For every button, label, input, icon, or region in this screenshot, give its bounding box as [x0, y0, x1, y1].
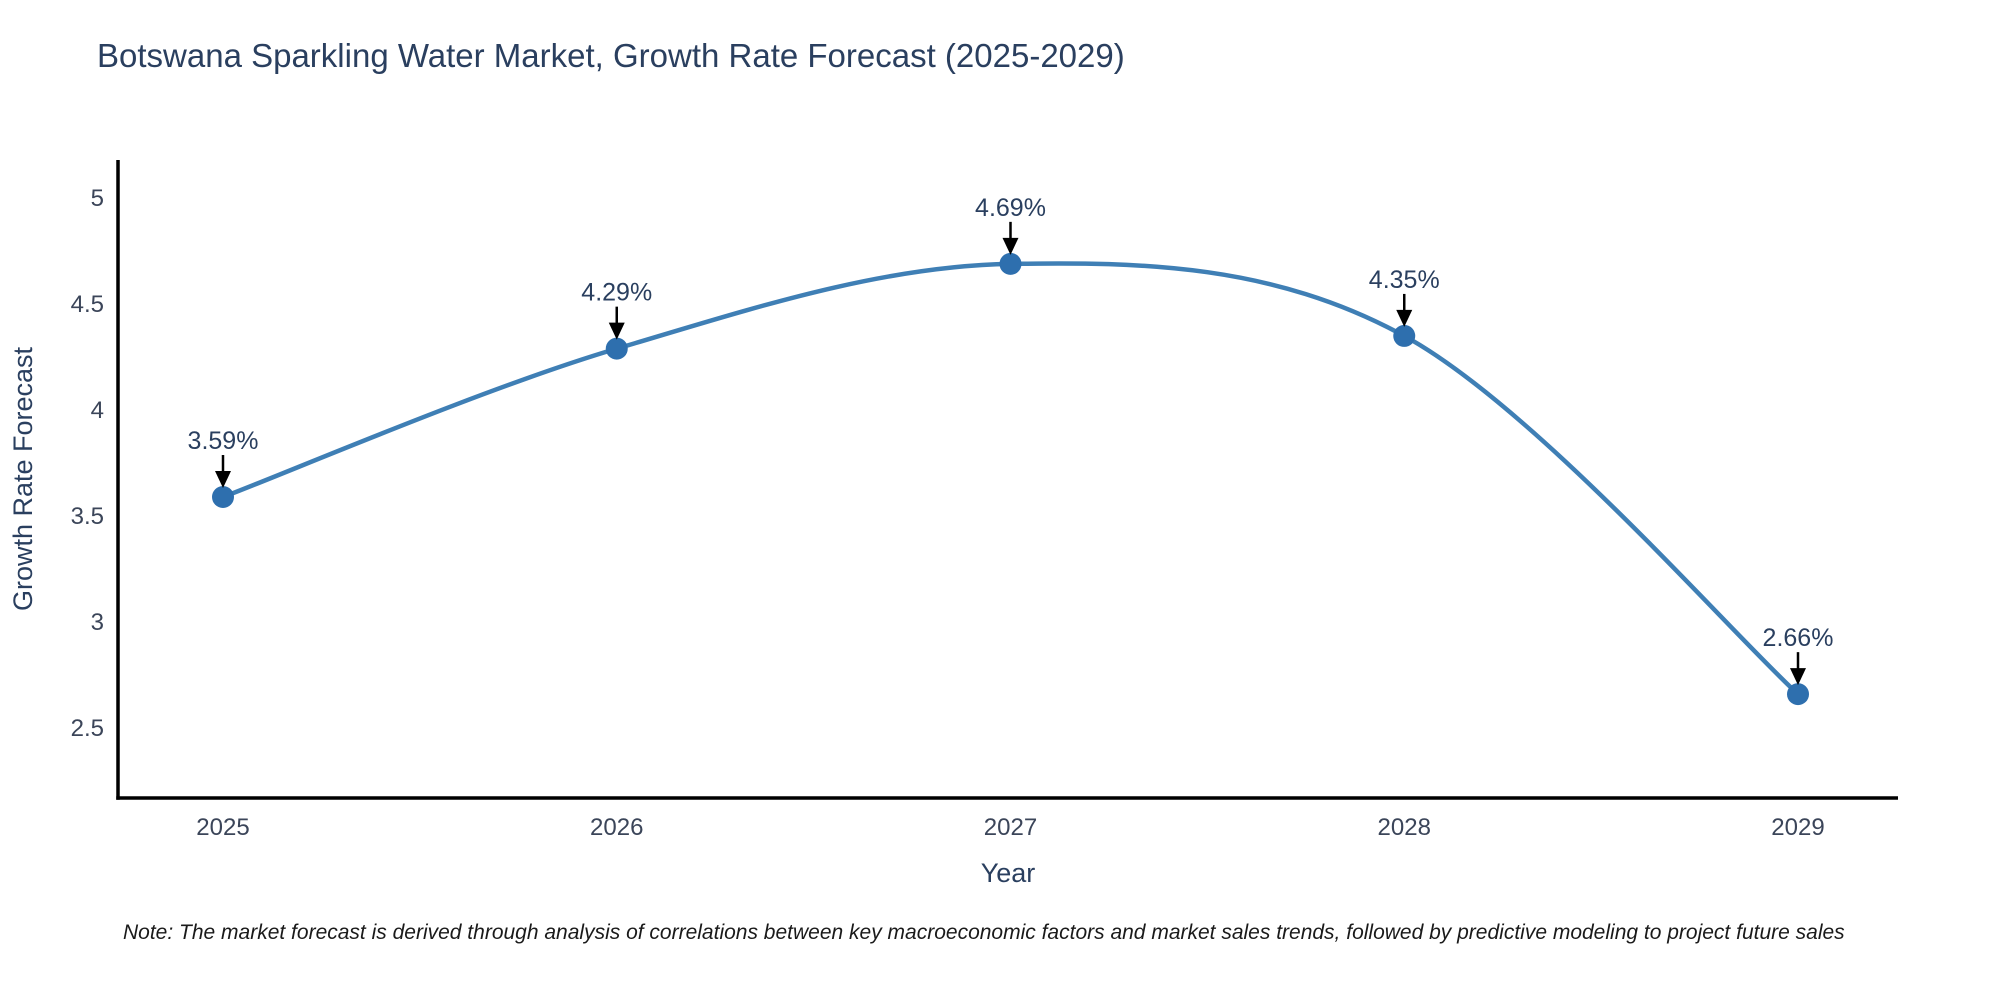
x-tick-label: 2026: [590, 814, 643, 841]
x-tick-label: 2028: [1378, 814, 1431, 841]
x-axis-title: Year: [981, 858, 1036, 888]
data-point-marker[interactable]: [605, 337, 628, 360]
annotation-label: 2.66%: [1763, 624, 1834, 652]
x-tick-label: 2027: [984, 814, 1037, 841]
y-tick-label: 3.5: [71, 503, 104, 530]
y-tick-label: 3: [91, 609, 104, 636]
y-tick-label: 5: [91, 185, 104, 212]
annotation-arrowhead: [1002, 237, 1019, 255]
plot-area: 2.5 3 3.5 4 4.5 5 2025 2026 2027 2028 2029 3.59% 4.2…: [71, 160, 1898, 841]
y-tick-label: 2.5: [71, 715, 104, 742]
data-point-marker[interactable]: [212, 486, 234, 509]
annotation-arrowhead: [1790, 668, 1806, 686]
annotation-label: 3.59%: [188, 427, 259, 455]
y-axis-title: Growth Rate Forecast: [8, 346, 38, 611]
data-point-marker[interactable]: [1393, 324, 1416, 347]
y-tick-label: 4.5: [71, 291, 104, 318]
line-series-path: [220, 261, 1801, 697]
annotation-arrowhead: [608, 322, 625, 340]
note-text: Note: The market forecast is derived thr…: [123, 921, 1845, 944]
annotation-label: 4.35%: [1369, 266, 1440, 294]
annotation-label: 4.29%: [581, 279, 652, 307]
annotation-label: 4.69%: [975, 194, 1046, 222]
data-point-marker[interactable]: [1787, 683, 1809, 706]
y-tick-label: 4: [91, 397, 104, 424]
x-tick-label: 2029: [1771, 814, 1824, 841]
chart-title: Botswana Sparkling Water Market, Growth …: [97, 37, 1125, 74]
x-tick-label: 2025: [196, 814, 249, 841]
data-point-marker[interactable]: [999, 252, 1022, 275]
annotation-arrowhead: [1396, 309, 1413, 327]
annotation-arrowhead: [215, 471, 231, 489]
